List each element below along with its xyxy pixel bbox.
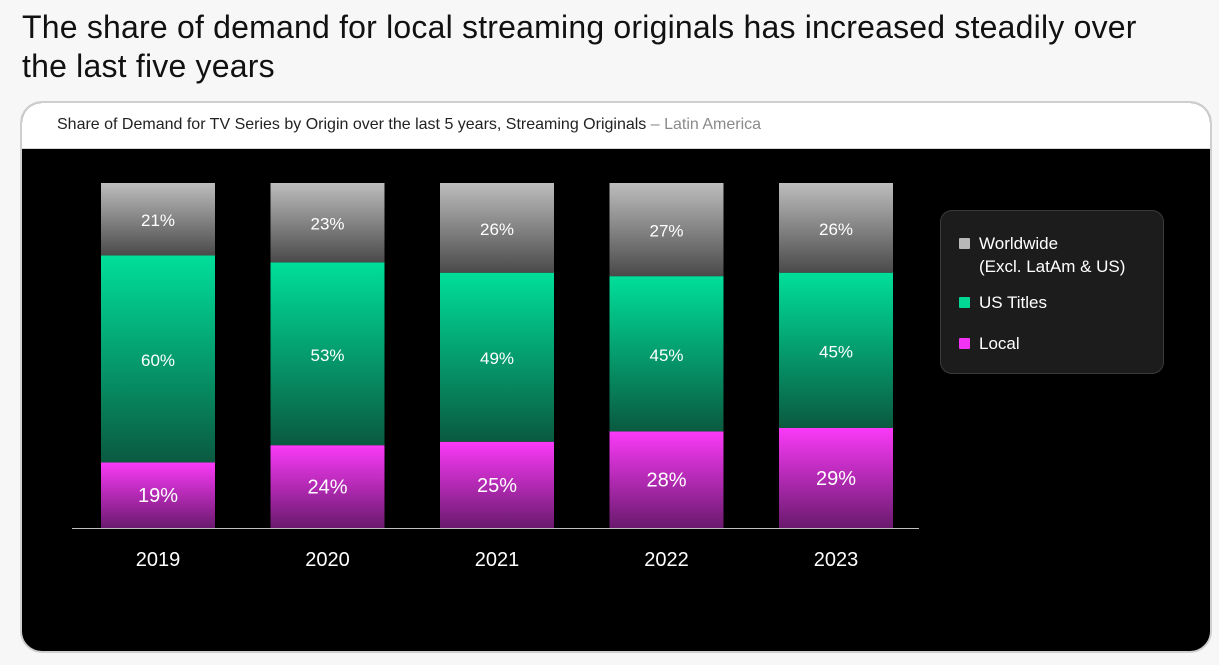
data-label-us-titles-2020: 53% [310,346,344,365]
data-label-worldwide-2022: 27% [649,222,683,241]
chart-legend: Worldwide (Excl. LatAm & US) US Titles L… [940,210,1164,374]
data-label-local-2023: 29% [816,468,856,490]
data-label-worldwide-2020: 23% [310,215,344,234]
bar-segment-worldwide-2021 [440,183,554,273]
labels-layer: 19% 60% 21% 24% 53% 23% 25% 49% 26% 28% 45% 27% 29% 4… [138,211,856,507]
data-label-worldwide-2023: 26% [819,220,853,239]
bar-segment-worldwide-2020 [270,183,385,263]
chart-card: Share of Demand for TV Series by Origin … [20,101,1212,653]
legend-label-local: Local [979,334,1020,353]
bar-segment-worldwide-2023 [779,183,893,273]
bar-segment-local-2020 [270,445,385,528]
bar-segment-us-titles-2023 [779,272,893,428]
legend-label-worldwide: Worldwide [979,234,1059,253]
x-axis: 2019 2020 2021 2022 2023 [72,528,919,571]
x-tick-label-2019: 2019 [136,549,181,571]
bar-segment-us-titles-2020 [270,262,385,446]
stacked-bar-chart: 19% 60% 21% 24% 53% 23% 25% 49% 26% 28% 45% 27% 29% 4… [72,183,919,571]
legend-swatch-us-titles [959,297,970,308]
data-label-local-2021: 25% [477,475,517,497]
data-label-local-2019: 19% [138,485,178,507]
x-tick-label-2021: 2021 [475,549,520,571]
data-label-local-2022: 28% [646,470,686,492]
x-tick-label-2022: 2022 [644,549,689,571]
bar-segment-local-2021 [440,441,554,528]
bar-segment-us-titles-2022 [609,276,724,432]
bar-segment-worldwide-2019 [101,183,215,256]
x-tick-label-2020: 2020 [305,549,350,571]
bar-segment-local-2019 [101,462,215,528]
x-tick-label-2023: 2023 [814,549,859,571]
bars-layer [101,183,893,528]
chart-header: Share of Demand for TV Series by Origin … [22,103,1210,149]
page-headline: The share of demand for local streaming … [22,9,1137,84]
bar-segment-local-2023 [779,427,893,528]
legend-swatch-local [959,338,970,349]
data-label-us-titles-2023: 45% [819,342,853,361]
data-label-us-titles-2022: 45% [649,346,683,365]
data-label-us-titles-2021: 49% [480,349,514,368]
data-label-local-2020: 24% [307,477,347,499]
data-label-worldwide-2021: 26% [480,220,514,239]
bar-segment-worldwide-2022 [609,183,724,277]
chart-subtitle-separator: – [650,116,660,133]
legend-label-us-titles: US Titles [979,293,1048,312]
chart-subtitle: Share of Demand for TV Series by Origin … [57,116,761,134]
data-label-us-titles-2019: 60% [141,351,175,370]
chart-subtitle-main: Share of Demand for TV Series by Origin … [57,116,647,133]
legend-label-worldwide-note: (Excl. LatAm & US) [979,257,1126,276]
bar-segment-us-titles-2019 [101,255,215,463]
bar-segment-local-2022 [609,431,724,528]
legend-swatch-worldwide [959,238,970,249]
data-label-worldwide-2019: 21% [141,211,175,230]
chart-subtitle-region: Latin America [664,116,762,133]
bar-segment-us-titles-2021 [440,272,554,442]
plot-area: 19% 60% 21% 24% 53% 23% 25% 49% 26% 28% 45% 27% 29% 4… [22,149,1210,651]
